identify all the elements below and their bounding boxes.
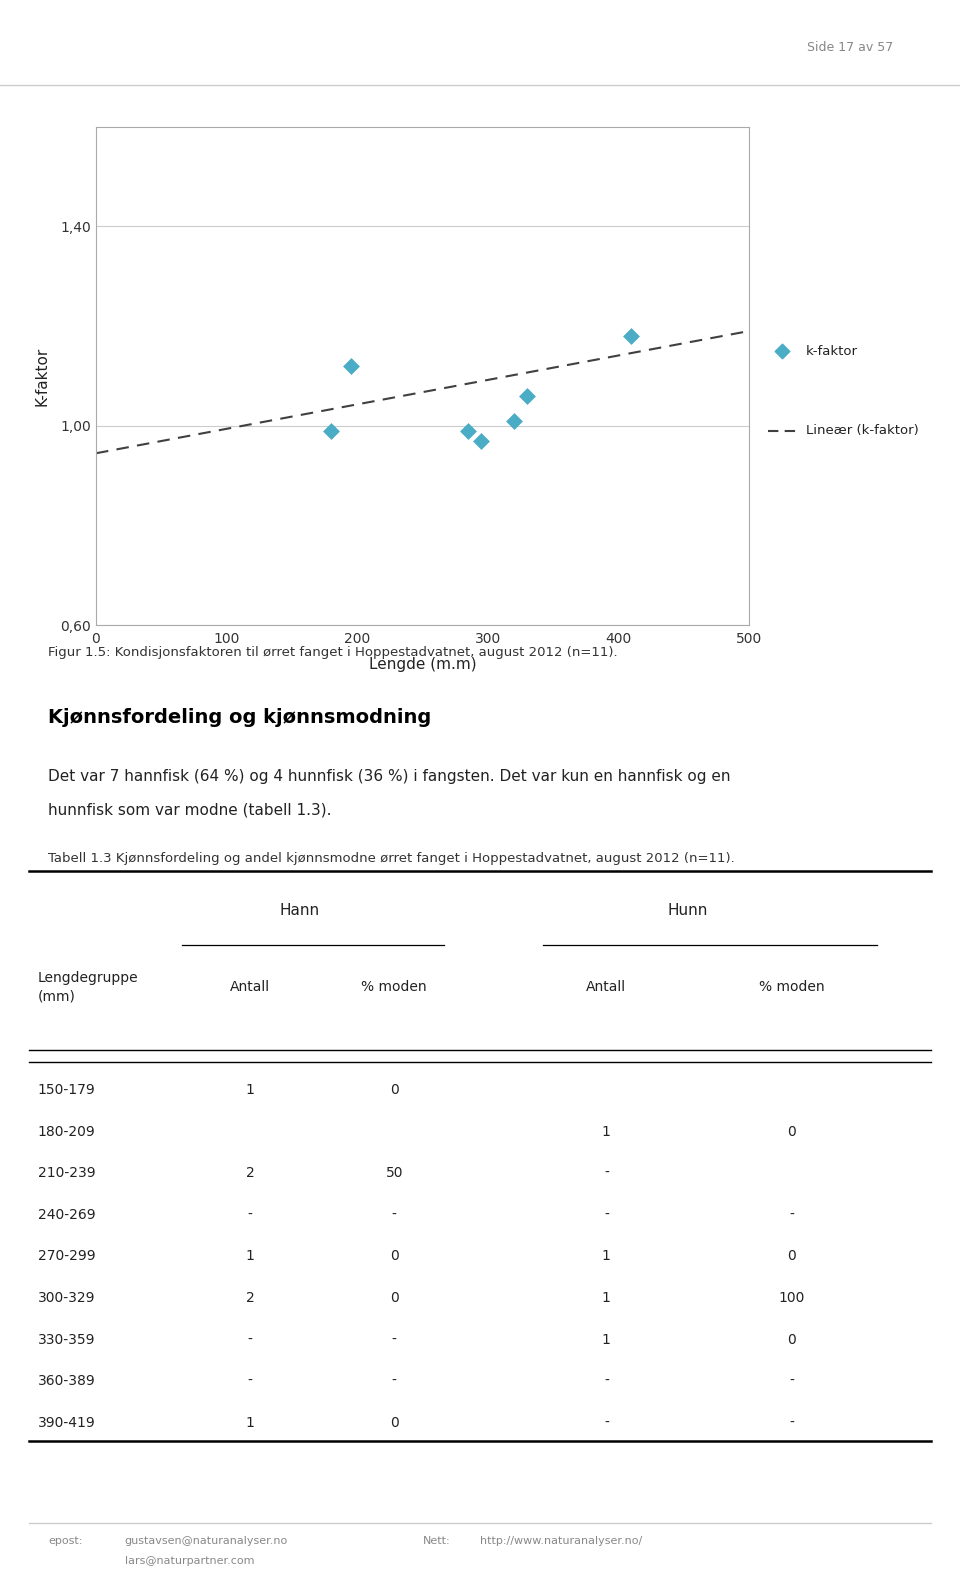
- Text: 0: 0: [390, 1083, 398, 1097]
- Text: epost:: epost:: [48, 1536, 83, 1545]
- Text: 210-239: 210-239: [37, 1167, 95, 1181]
- Text: 1: 1: [602, 1333, 611, 1347]
- Text: 0: 0: [787, 1124, 796, 1138]
- Text: -: -: [248, 1208, 252, 1222]
- Text: -: -: [604, 1415, 609, 1429]
- Text: 240-269: 240-269: [37, 1208, 95, 1222]
- X-axis label: Lengde (m.m): Lengde (m.m): [369, 657, 476, 673]
- Text: -: -: [392, 1333, 396, 1347]
- Point: [324, 418, 339, 443]
- Point: [774, 339, 789, 364]
- Y-axis label: K-faktor: K-faktor: [35, 347, 49, 405]
- Text: Hunn: Hunn: [667, 902, 708, 918]
- Text: 0: 0: [390, 1249, 398, 1263]
- Text: -: -: [789, 1415, 794, 1429]
- Text: Kjønnsfordeling og kjønnsmodning: Kjønnsfordeling og kjønnsmodning: [48, 708, 431, 727]
- Text: 1: 1: [602, 1292, 611, 1304]
- Text: 1: 1: [246, 1249, 254, 1263]
- Text: 50: 50: [386, 1167, 403, 1181]
- Text: 1: 1: [602, 1249, 611, 1263]
- Text: 0: 0: [390, 1292, 398, 1304]
- Text: 270-299: 270-299: [37, 1249, 95, 1263]
- Text: Nett:: Nett:: [422, 1536, 450, 1545]
- Text: % moden: % moden: [362, 980, 427, 994]
- Text: hunnfisk som var modne (tabell 1.3).: hunnfisk som var modne (tabell 1.3).: [48, 803, 331, 817]
- Text: -: -: [248, 1374, 252, 1388]
- Text: Antall: Antall: [587, 980, 626, 994]
- Text: 1: 1: [246, 1083, 254, 1097]
- Text: 150-179: 150-179: [37, 1083, 96, 1097]
- Text: -: -: [604, 1208, 609, 1222]
- Text: 390-419: 390-419: [37, 1415, 96, 1429]
- Text: -: -: [789, 1208, 794, 1222]
- Text: 0: 0: [787, 1333, 796, 1347]
- Text: Hann: Hann: [279, 902, 320, 918]
- Text: Figur 1.5: Kondisjonsfaktoren til ørret fanget i Hoppestadvatnet, august 2012 (n: Figur 1.5: Kondisjonsfaktoren til ørret …: [48, 646, 617, 659]
- Point: [461, 418, 476, 443]
- Text: 1: 1: [602, 1124, 611, 1138]
- Text: 2: 2: [246, 1292, 254, 1304]
- Text: -: -: [604, 1374, 609, 1388]
- Text: Lengdegruppe
(mm): Lengdegruppe (mm): [37, 972, 138, 1004]
- Text: 1: 1: [246, 1415, 254, 1429]
- Text: 100: 100: [779, 1292, 804, 1304]
- Text: -: -: [789, 1374, 794, 1388]
- Text: 360-389: 360-389: [37, 1374, 96, 1388]
- Text: 330-359: 330-359: [37, 1333, 95, 1347]
- Text: -: -: [392, 1374, 396, 1388]
- Text: -: -: [604, 1167, 609, 1181]
- Text: % moden: % moden: [758, 980, 824, 994]
- Text: Det var 7 hannfisk (64 %) og 4 hunnfisk (36 %) i fangsten. Det var kun en hannfi: Det var 7 hannfisk (64 %) og 4 hunnfisk …: [48, 769, 731, 784]
- Point: [624, 323, 639, 348]
- Point: [343, 353, 358, 378]
- Text: Lineær (k-faktor): Lineær (k-faktor): [806, 424, 919, 437]
- Text: 2: 2: [246, 1167, 254, 1181]
- Text: Antall: Antall: [229, 980, 270, 994]
- Text: 0: 0: [787, 1249, 796, 1263]
- Point: [473, 427, 489, 453]
- Text: Tabell 1.3 Kjønnsfordeling og andel kjønnsmodne ørret fanget i Hoppestadvatnet, : Tabell 1.3 Kjønnsfordeling og andel kjøn…: [48, 852, 734, 864]
- Text: http://www.naturanalyser.no/: http://www.naturanalyser.no/: [480, 1536, 642, 1545]
- Text: 180-209: 180-209: [37, 1124, 96, 1138]
- Point: [506, 408, 521, 434]
- Point: [519, 383, 535, 408]
- Text: 0: 0: [390, 1415, 398, 1429]
- Text: -: -: [392, 1208, 396, 1222]
- Text: 300-329: 300-329: [37, 1292, 95, 1304]
- Text: -: -: [248, 1333, 252, 1347]
- Text: gustavsen@naturanalyser.no: gustavsen@naturanalyser.no: [125, 1536, 288, 1545]
- Text: lars@naturpartner.com: lars@naturpartner.com: [125, 1556, 254, 1566]
- Text: Side 17 av 57: Side 17 av 57: [806, 41, 893, 54]
- Text: k-faktor: k-faktor: [806, 345, 858, 358]
